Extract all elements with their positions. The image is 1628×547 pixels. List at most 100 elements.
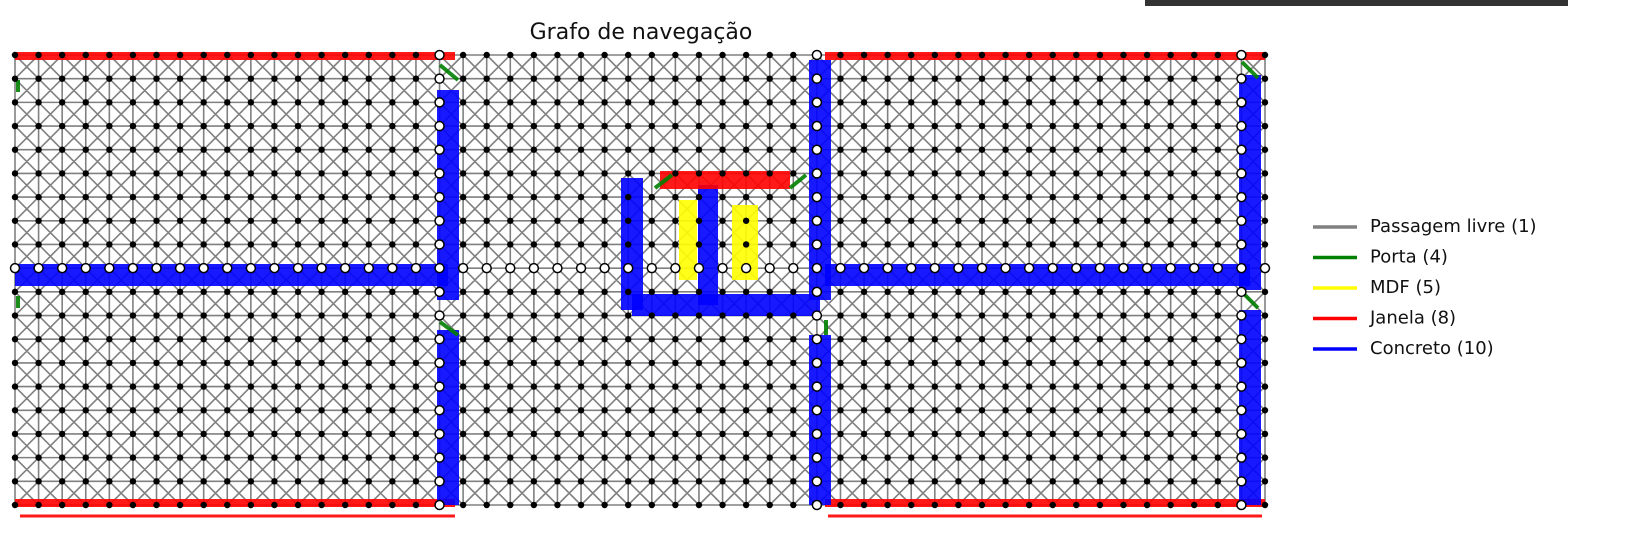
node (672, 170, 679, 177)
node (1191, 122, 1198, 130)
node (790, 501, 797, 509)
node (1167, 478, 1174, 485)
wall-node (151, 262, 162, 274)
node (224, 288, 231, 296)
node (224, 430, 231, 438)
node (1002, 383, 1009, 390)
wall-node (1236, 144, 1247, 155)
node (790, 430, 797, 438)
node (1143, 122, 1151, 130)
node (742, 288, 750, 296)
node (389, 383, 396, 390)
node (129, 383, 137, 390)
wall-node (1236, 97, 1247, 108)
wall-node (1236, 428, 1247, 440)
node (719, 170, 726, 177)
node (908, 407, 915, 414)
node (625, 336, 632, 343)
node (978, 454, 986, 461)
node (1049, 241, 1056, 248)
node (1002, 146, 1009, 153)
wall-node (811, 452, 823, 463)
node (1025, 383, 1033, 390)
wall-node (575, 262, 587, 274)
node (224, 193, 231, 201)
node (1143, 312, 1151, 319)
node (106, 359, 113, 367)
node (176, 430, 184, 438)
node (483, 75, 490, 82)
node (1191, 383, 1198, 390)
node (978, 99, 986, 106)
wall-node (552, 262, 563, 274)
node (318, 478, 325, 485)
node (341, 430, 349, 438)
node (695, 99, 703, 106)
node (507, 122, 514, 130)
node (1167, 430, 1174, 438)
node (719, 146, 726, 153)
node (1096, 288, 1104, 296)
node (176, 336, 184, 343)
node (601, 312, 608, 319)
node (318, 359, 325, 367)
node (648, 312, 655, 319)
node (1002, 336, 1009, 343)
node (412, 51, 420, 59)
node (695, 146, 703, 153)
node (294, 430, 302, 438)
node (412, 407, 420, 414)
node (837, 288, 844, 296)
node (719, 501, 726, 509)
node (294, 75, 302, 82)
node (530, 217, 538, 224)
node (719, 75, 726, 82)
node (82, 288, 89, 296)
node (318, 217, 325, 224)
node (955, 193, 962, 201)
node (1214, 430, 1222, 438)
wall-node (1141, 262, 1153, 274)
node (1167, 288, 1174, 296)
node (1002, 478, 1009, 485)
node (1120, 51, 1127, 59)
node (200, 217, 207, 224)
wall-node (410, 262, 422, 274)
wall-node (811, 215, 823, 227)
node (1214, 241, 1222, 248)
node (837, 336, 844, 343)
node (530, 478, 538, 485)
node (365, 99, 372, 106)
node (1073, 288, 1080, 296)
node (58, 359, 66, 367)
node (695, 193, 703, 201)
node (247, 359, 255, 367)
wall-node (434, 476, 445, 487)
node (294, 336, 302, 343)
node (1261, 170, 1269, 177)
node (1002, 75, 1009, 82)
node (129, 430, 137, 438)
node (860, 51, 868, 59)
node (11, 170, 19, 177)
node (1073, 217, 1080, 224)
node (1096, 146, 1104, 153)
node (955, 478, 962, 485)
node (1120, 383, 1127, 390)
node (1025, 241, 1033, 248)
wall-node (858, 262, 870, 274)
node (1073, 312, 1080, 319)
node (365, 312, 372, 319)
node (766, 170, 773, 177)
wall-node (434, 381, 445, 392)
node (766, 288, 773, 296)
top-bar (1145, 0, 1568, 6)
node (341, 241, 349, 248)
node (318, 122, 325, 130)
node (577, 241, 585, 248)
node (648, 454, 655, 461)
node (742, 75, 750, 82)
node (955, 430, 962, 438)
node (1096, 407, 1104, 414)
node (1002, 501, 1009, 509)
